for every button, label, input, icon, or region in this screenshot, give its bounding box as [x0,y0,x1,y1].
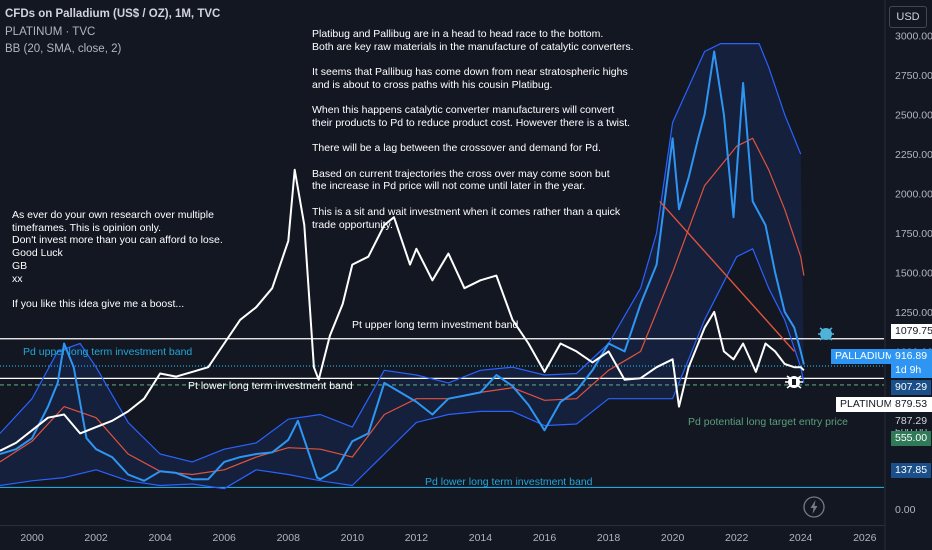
pd-target-label: Pd potential long target entry price [688,416,848,428]
x-tick-label: 2026 [853,532,877,544]
y-tick-label: 0.00 [895,504,916,516]
x-tick-label: 2018 [597,532,621,544]
x-tick-label: 2000 [20,532,44,544]
platinum-price-label: 879.53 [891,397,932,412]
series-line-3 [0,43,802,463]
chart-title: CFDs on Palladium (US$ / OZ), 1M, TVC [5,8,221,20]
currency-button[interactable]: USD [889,6,927,28]
bollinger-band-area [0,43,804,489]
indicator-legend[interactable]: BB (20, SMA, close, 2) [5,43,122,55]
x-tick-label: 2010 [341,532,365,544]
bug-icon [785,375,803,389]
series-line-4 [0,248,805,490]
horizontal-lines [0,338,884,489]
y-tick-label: 1500.00 [895,267,932,279]
idea-note-side: As ever do your own research over multip… [12,209,223,310]
palladium-price-label: 916.89 [891,349,932,364]
lightning-icon[interactable] [803,496,825,518]
bug-icon [818,327,834,341]
pd-lower-price-label: 137.85 [891,463,932,478]
pt-lower-band-label: Pt lower long term investment band [188,380,353,392]
x-tick-label: 2002 [84,532,108,544]
pd-lower-band-label: Pd lower long term investment band [425,476,593,488]
y-tick-label: 2750.00 [895,70,932,82]
series-line-1 [0,168,805,452]
palladium-name-label: PALLADIUM [831,349,898,364]
x-tick-label: 2008 [277,532,301,544]
compare-symbol[interactable]: PLATINUM · TVC [5,26,96,38]
pd-target-price-label: 787.29 [891,414,932,429]
trend-line [659,200,795,352]
idea-note-main: Platibug and Pallibug are in a head to h… [312,28,634,231]
x-tick-label: 2004 [148,532,172,544]
y-tick-label: 2000.00 [895,189,932,201]
pt-upper-band-label: Pt upper long term investment band [352,319,519,331]
x-tick-label: 2022 [725,532,749,544]
x-tick-label: 2014 [469,532,493,544]
x-tick-label: 2024 [789,532,813,544]
y-tick-label: 1750.00 [895,228,932,240]
pd-upper-band-label: Pd upper long term investment band [23,346,193,358]
x-tick-label: 2020 [661,532,685,544]
y-tick-label: 2500.00 [895,110,932,122]
x-tick-label: 2016 [533,532,557,544]
bollinger-band-fill [0,43,804,489]
y-tick-label: 1250.00 [895,307,932,319]
y-tick-label: 2250.00 [895,149,932,161]
pd-upper-price-label: 907.29 [891,380,932,395]
palladium-countdown-label: 1d 9h [891,363,932,378]
price-series [0,43,805,490]
series-line-0 [0,50,805,482]
platinum-name-label: PLATINUM [836,397,897,412]
x-tick-label: 2006 [213,532,237,544]
y-tick-label: 3000.00 [895,31,932,43]
x-tick-label: 2012 [405,532,429,544]
green-price-label: 555.00 [891,431,932,446]
time-axis: 2000 2002 2004 2006 2008 2010 2012 2014 2016 2018… [0,525,885,544]
pt-upper-price-label: 1079.75 [891,324,932,339]
